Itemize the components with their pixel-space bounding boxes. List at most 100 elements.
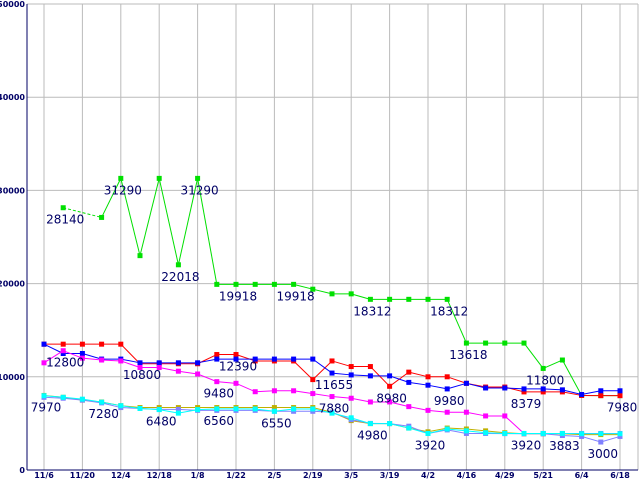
x-tick-label: 11/6 bbox=[34, 471, 54, 480]
series-segment bbox=[351, 397, 371, 403]
y-tick-label: 50000 bbox=[0, 0, 25, 9]
data-point bbox=[291, 281, 297, 287]
data-label: 7970 bbox=[31, 401, 62, 415]
data-point bbox=[252, 281, 258, 287]
series-segment bbox=[447, 429, 467, 434]
data-point bbox=[79, 396, 85, 402]
data-point bbox=[387, 383, 393, 389]
y-tick-label: 40000 bbox=[0, 93, 25, 102]
data-point bbox=[252, 389, 258, 395]
data-point bbox=[463, 340, 469, 346]
data-point bbox=[540, 430, 546, 436]
data-point bbox=[444, 296, 450, 302]
data-label: 8379 bbox=[511, 397, 542, 411]
data-point bbox=[367, 373, 373, 379]
series-segment bbox=[159, 366, 179, 372]
data-point bbox=[60, 205, 66, 211]
series-segment bbox=[216, 381, 237, 384]
data-point bbox=[329, 291, 335, 297]
series-segment bbox=[447, 428, 467, 432]
series-segment bbox=[82, 398, 102, 403]
data-point bbox=[291, 388, 297, 394]
series-blue bbox=[41, 341, 623, 398]
series-segment bbox=[466, 430, 486, 434]
data-point bbox=[118, 175, 124, 181]
series-segment bbox=[312, 407, 333, 413]
data-point bbox=[175, 360, 181, 366]
series-segment bbox=[523, 342, 544, 369]
data-point bbox=[99, 357, 105, 363]
series-segment bbox=[485, 430, 505, 434]
series-cyan bbox=[41, 393, 623, 437]
data-point bbox=[463, 428, 469, 434]
series-segment bbox=[120, 343, 141, 365]
data-label: 11800 bbox=[526, 373, 564, 387]
series-segment bbox=[120, 360, 141, 368]
series-segment bbox=[312, 288, 333, 295]
series-segment bbox=[447, 382, 467, 390]
series-segment bbox=[82, 357, 102, 361]
data-label: 12800 bbox=[46, 356, 84, 370]
data-label: 11655 bbox=[315, 378, 353, 392]
data-label: 4980 bbox=[357, 429, 388, 443]
data-point bbox=[559, 357, 565, 363]
data-point bbox=[521, 389, 527, 395]
data-point bbox=[367, 296, 373, 302]
data-point bbox=[387, 373, 393, 379]
data-point bbox=[137, 360, 143, 366]
data-point bbox=[540, 365, 546, 371]
x-tick-label: 1/22 bbox=[226, 471, 246, 480]
series-segment bbox=[312, 408, 333, 414]
x-tick-label: 3/19 bbox=[380, 471, 400, 480]
data-point bbox=[214, 356, 220, 362]
series-segment bbox=[63, 397, 83, 401]
data-point bbox=[233, 281, 239, 287]
series-segment bbox=[235, 354, 256, 362]
data-point bbox=[502, 413, 508, 419]
data-point bbox=[329, 394, 335, 400]
x-tick-label: 12/18 bbox=[147, 471, 173, 480]
series-segment bbox=[466, 428, 486, 432]
data-label: 22018 bbox=[161, 270, 199, 284]
series-segment bbox=[197, 373, 217, 383]
data-point bbox=[406, 379, 412, 385]
data-point bbox=[406, 296, 412, 302]
data-label: 31290 bbox=[181, 183, 219, 197]
data-point bbox=[483, 413, 489, 419]
data-label: 9980 bbox=[434, 394, 465, 408]
data-point bbox=[463, 430, 469, 436]
series-segment bbox=[331, 412, 352, 419]
series-segment bbox=[43, 395, 64, 398]
data-label: 7880 bbox=[319, 402, 350, 416]
y-tick-label: 0 bbox=[19, 466, 25, 475]
x-tick-label: 4/29 bbox=[495, 471, 515, 480]
data-point bbox=[348, 364, 354, 370]
series-segment bbox=[370, 366, 390, 387]
data-point bbox=[271, 281, 277, 287]
series-segment bbox=[120, 178, 141, 256]
data-point bbox=[291, 406, 297, 412]
data-point bbox=[502, 385, 508, 391]
data-point bbox=[214, 352, 220, 358]
x-tick-label: 6/4 bbox=[575, 471, 589, 480]
data-point bbox=[233, 356, 239, 362]
data-point bbox=[60, 351, 66, 356]
grid bbox=[26, 3, 639, 471]
data-point bbox=[617, 433, 623, 439]
data-point bbox=[425, 430, 431, 436]
series-segment bbox=[446, 299, 467, 344]
data-label: 13618 bbox=[449, 348, 487, 362]
series-segment bbox=[408, 406, 429, 411]
series-segment bbox=[312, 360, 333, 380]
series-segment bbox=[331, 372, 352, 376]
data-label: 6560 bbox=[204, 414, 235, 428]
data-point bbox=[233, 406, 239, 412]
data-point bbox=[271, 388, 277, 394]
data-point bbox=[521, 386, 527, 392]
data-label: 6550 bbox=[261, 416, 292, 430]
x-tick-label: 11/20 bbox=[70, 471, 96, 480]
series-segment bbox=[447, 376, 467, 384]
data-point bbox=[579, 431, 585, 437]
series-segment bbox=[351, 417, 371, 425]
